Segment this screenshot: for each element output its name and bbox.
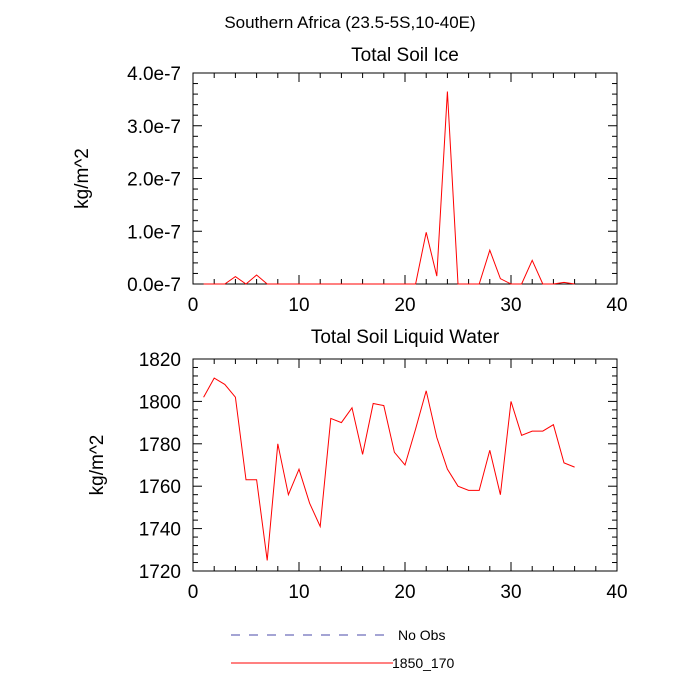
plot-frame (192, 72, 618, 285)
y-tick-label: 1740 (139, 520, 181, 541)
y-tick-label: 0.0e-7 (127, 275, 181, 296)
x-tick-label: 30 (500, 582, 521, 603)
y-tick-label: 1720 (139, 562, 181, 583)
plots-container: Total Soil Ice kg/m^2 0 10 20 30 40 0.0e-7 1.0e-… (72, 45, 628, 603)
x-tick-label: 0 (188, 582, 199, 603)
y-tick-label: 4.0e-7 (127, 64, 181, 85)
x-tick-label: 40 (606, 582, 627, 603)
chart-panel-1: Total Soil Ice kg/m^2 0 10 20 30 40 0.0e-7 1.0e-… (72, 45, 628, 316)
x-tick-label: 10 (288, 295, 309, 316)
y-tick-label: 3.0e-7 (127, 117, 181, 138)
y-tick-label: 1.0e-7 (127, 222, 181, 243)
series-line-1850_170 (203, 377, 575, 561)
figure-title: Southern Africa (23.5-5S,10-40E) (224, 13, 475, 32)
x-tick-label: 30 (500, 295, 521, 316)
chart-title: Total Soil Liquid Water (311, 327, 500, 348)
chart-title: Total Soil Ice (351, 45, 459, 66)
chart-panel-2: Total Soil Liquid Water kg/m^2 0 10 20 30 40 17… (87, 327, 628, 603)
legend-label-2: 1850_170 (392, 655, 455, 671)
x-tick-label: 0 (188, 295, 199, 316)
y-tick-label: 1800 (139, 392, 181, 413)
legend: No Obs 1850_170 (231, 627, 455, 671)
series-line-1850_170 (203, 91, 575, 285)
y-axis-label: kg/m^2 (87, 435, 108, 496)
y-tick-label: 1820 (139, 350, 181, 371)
y-tick-label: 2.0e-7 (127, 170, 181, 191)
y-axis-label: kg/m^2 (72, 148, 93, 209)
x-tick-label: 40 (606, 295, 627, 316)
x-tick-label: 20 (394, 582, 415, 603)
y-tick-label: 1760 (139, 477, 181, 498)
legend-label-1: No Obs (398, 627, 445, 643)
x-tick-label: 10 (288, 582, 309, 603)
y-tick-label: 1780 (139, 435, 181, 456)
x-tick-label: 20 (394, 295, 415, 316)
